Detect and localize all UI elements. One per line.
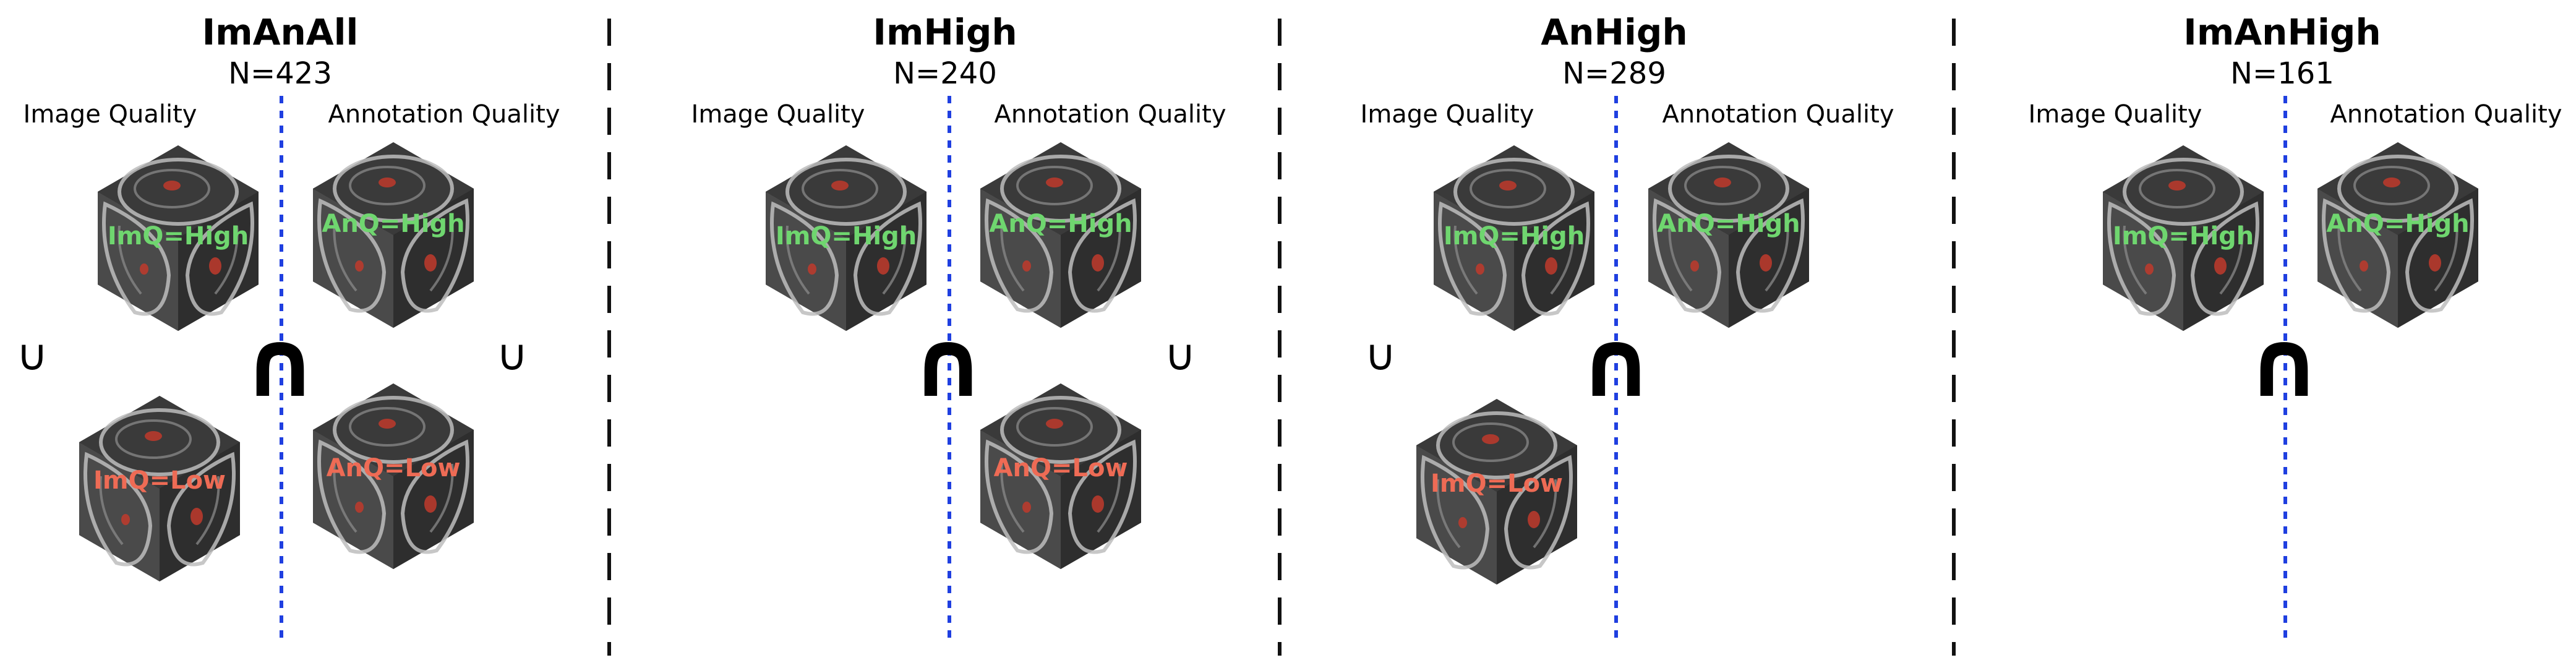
- panel-imanhigh: ImAnHigh N=161 Image Quality Annotation …: [2029, 11, 2562, 643]
- im-low-label: ImQ=Low: [93, 466, 226, 495]
- an-high-label: AnQ=High: [2326, 210, 2469, 238]
- panel-title: AnHigh: [1541, 11, 1687, 53]
- sample-count: N=423: [228, 56, 332, 91]
- union-symbol-right: ∪: [1164, 330, 1196, 380]
- cube-image-quality-low: ImQ=Low: [79, 396, 240, 581]
- intersection-symbol: ∩: [242, 310, 318, 418]
- image-quality-label: Image Quality: [2029, 100, 2202, 129]
- panel-imhigh: ImHigh N=240 Image Quality Annotation Qu…: [691, 11, 1226, 643]
- im-high-label: ImQ=High: [776, 222, 917, 250]
- cube-annotation-quality-low: AnQ=Low: [313, 383, 474, 569]
- im-high-label: ImQ=High: [1444, 222, 1585, 250]
- an-low-label: AnQ=Low: [994, 454, 1128, 482]
- union-symbol-left: ∪: [1364, 330, 1396, 380]
- union-symbol-left: ∪: [16, 330, 48, 380]
- cube-image-quality-high: ImQ=High: [98, 145, 259, 331]
- annotation-quality-label: Annotation Quality: [328, 100, 560, 129]
- panel-title: ImAnAll: [202, 11, 359, 53]
- an-low-label: AnQ=Low: [327, 454, 461, 482]
- panel-title: ImAnHigh: [2183, 11, 2381, 53]
- an-high-label: AnQ=High: [989, 210, 1132, 238]
- cube-image-quality-high: ImQ=High: [766, 145, 926, 331]
- cube-annotation-quality-low: AnQ=Low: [980, 383, 1141, 569]
- panel-title: ImHigh: [873, 11, 1017, 53]
- intersection-symbol: ∩: [2246, 310, 2322, 418]
- im-high-label: ImQ=High: [2113, 222, 2254, 250]
- cube-annotation-quality-high: AnQ=High: [2317, 142, 2478, 328]
- cube-image-quality-high: ImQ=High: [1434, 145, 1594, 331]
- image-quality-label: Image Quality: [24, 100, 197, 129]
- union-symbol-right: ∪: [496, 330, 528, 380]
- an-high-label: AnQ=High: [1657, 210, 1800, 238]
- image-quality-label: Image Quality: [691, 100, 865, 129]
- cube-image-quality-high: ImQ=High: [2103, 145, 2264, 331]
- sample-count: N=161: [2230, 56, 2334, 91]
- image-quality-label: Image Quality: [1361, 100, 1534, 129]
- im-high-label: ImQ=High: [108, 222, 249, 250]
- cube-annotation-quality-high: AnQ=High: [313, 142, 474, 328]
- panel-anhigh: AnHigh N=289 Image Quality Annotation Qu…: [1361, 11, 1894, 643]
- cube-annotation-quality-high: AnQ=High: [1648, 142, 1809, 328]
- panel-imanall: ImAnAll N=423 Image Quality Annotation Q…: [16, 11, 560, 643]
- cube-annotation-quality-high: AnQ=High: [980, 142, 1141, 328]
- an-high-label: AnQ=High: [322, 210, 464, 238]
- annotation-quality-label: Annotation Quality: [2330, 100, 2562, 129]
- sample-count: N=240: [893, 56, 997, 91]
- annotation-quality-label: Annotation Quality: [1662, 100, 1894, 129]
- annotation-quality-label: Annotation Quality: [995, 100, 1226, 129]
- im-low-label: ImQ=Low: [1431, 469, 1563, 498]
- cube-image-quality-low: ImQ=Low: [1416, 399, 1577, 584]
- intersection-symbol: ∩: [1578, 310, 1654, 418]
- intersection-symbol: ∩: [910, 310, 986, 418]
- sample-count: N=289: [1562, 56, 1666, 91]
